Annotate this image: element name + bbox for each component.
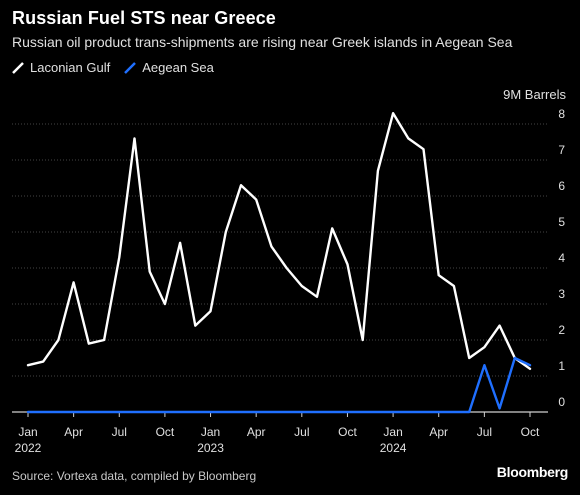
x-tick-label: Oct: [521, 425, 540, 439]
x-tick-year-label: 2022: [15, 441, 42, 455]
series-line-aegean-sea: [26, 356, 532, 414]
legend-item-laconian-gulf: Laconian Gulf: [12, 60, 110, 75]
legend-swatch-aegean-sea: [124, 61, 137, 74]
y-tick-label: 1: [558, 359, 565, 373]
legend-label-aegean-sea: Aegean Sea: [142, 60, 214, 75]
y-tick-label: 8: [558, 107, 565, 121]
x-tick-label: Apr: [247, 425, 266, 439]
x-tick-year-label: 2023: [197, 441, 224, 455]
x-tick-label: Jul: [294, 425, 309, 439]
y-tick-label: 0: [558, 395, 565, 409]
series-lines: [26, 111, 532, 414]
x-tick-label: Jan: [383, 425, 402, 439]
x-tick-label: Apr: [64, 425, 83, 439]
x-tick-label: Jul: [477, 425, 492, 439]
y-axis-ticks: 0 1 2 3 4 5 6 7 8: [558, 107, 565, 409]
bloomberg-logo: Bloomberg: [496, 464, 569, 480]
y-tick-label: 2: [558, 323, 565, 337]
y-axis-unit-label: 9M Barrels: [503, 87, 566, 102]
legend-label-laconian-gulf: Laconian Gulf: [30, 60, 111, 75]
y-tick-label: 7: [558, 143, 565, 157]
source-note: Source: Vortexa data, compiled by Bloomb…: [12, 469, 257, 483]
x-tick-label: Jan: [201, 425, 220, 439]
y-tick-label: 3: [558, 287, 565, 301]
x-tick-label: Oct: [338, 425, 357, 439]
series-line-laconian-gulf: [26, 111, 532, 370]
chart-title: Russian Fuel STS near Greece: [12, 8, 276, 28]
y-tick-label: 4: [558, 251, 565, 265]
legend: Laconian Gulf Aegean Sea: [12, 60, 228, 75]
x-axis-ticks: Jan 2022 Apr Jul Oct Jan 2023 Apr Jul Oct Jan 2024 A…: [15, 412, 540, 455]
y-tick-label: 5: [558, 215, 565, 229]
x-tick-label: Jan: [18, 425, 37, 439]
x-tick-label: Apr: [429, 425, 448, 439]
chart-subtitle: Russian oil product trans-shipments are …: [12, 34, 513, 50]
y-tick-label: 6: [558, 179, 565, 193]
legend-item-aegean-sea: Aegean Sea: [124, 60, 214, 75]
gridlines: [12, 123, 548, 413]
x-tick-label: Oct: [156, 425, 175, 439]
legend-swatch-laconian-gulf: [12, 61, 24, 74]
x-tick-label: Jul: [112, 425, 127, 439]
x-tick-year-label: 2024: [380, 441, 407, 455]
